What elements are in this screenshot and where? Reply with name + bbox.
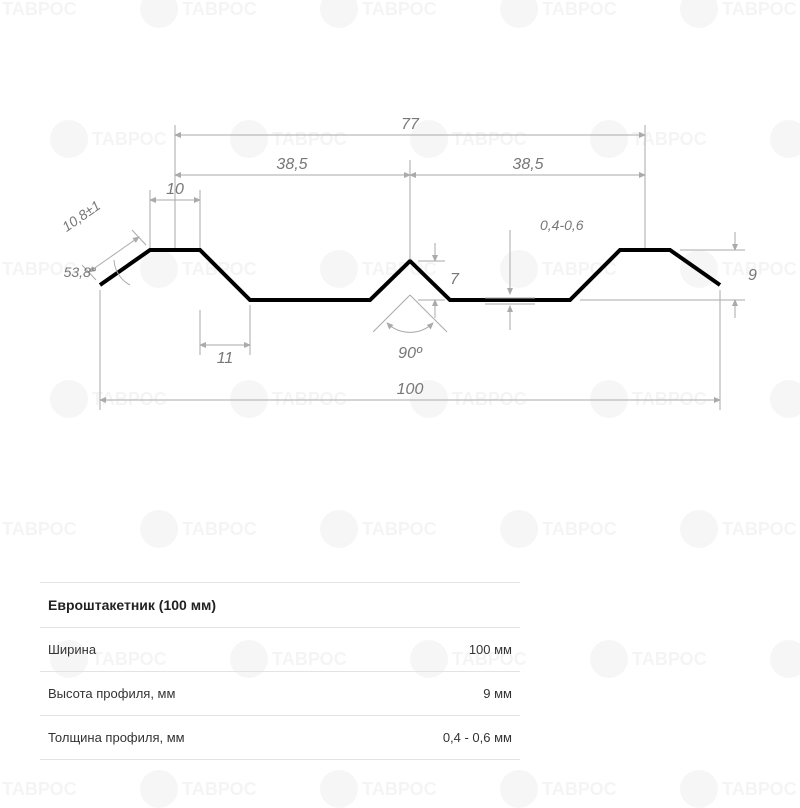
spec-label: Толщина профиля, мм [48,730,185,745]
spec-row: Ширина 100 мм [40,628,520,672]
spec-value: 0,4 - 0,6 мм [443,730,512,745]
spec-label: Высота профиля, мм [48,686,175,701]
spec-row: Толщина профиля, мм 0,4 - 0,6 мм [40,716,520,760]
dim-thickness: 0,4-0,6 [540,217,584,233]
dim-total-width: 100 [397,381,424,398]
spec-row: Высота профиля, мм 9 мм [40,672,520,716]
dim-half-left: 38,5 [276,156,307,173]
spec-value: 9 мм [483,686,512,701]
spec-label: Ширина [48,642,96,657]
dim-top-span: 77 [401,116,420,133]
spec-table: Евроштакетник (100 мм) Ширина 100 мм Выс… [40,582,520,760]
dim-half-right: 38,5 [512,156,543,173]
dim-edge-angle: 53,8° [64,264,97,280]
profile-diagram: 100 77 38,5 38,5 10 10,8±1 53,8° 11 7 90… [40,80,760,460]
spec-value: 100 мм [469,642,512,657]
dim-lower-offset: 11 [217,350,234,367]
dim-profile-h: 9 [748,267,757,284]
spec-title: Евроштакетник (100 мм) [40,583,520,628]
dim-edge-len: 10,8±1 [59,197,103,235]
dim-center-angle: 90º [398,345,423,362]
dim-center-peak: 7 [450,271,460,288]
dim-flat-top: 10 [166,181,184,198]
